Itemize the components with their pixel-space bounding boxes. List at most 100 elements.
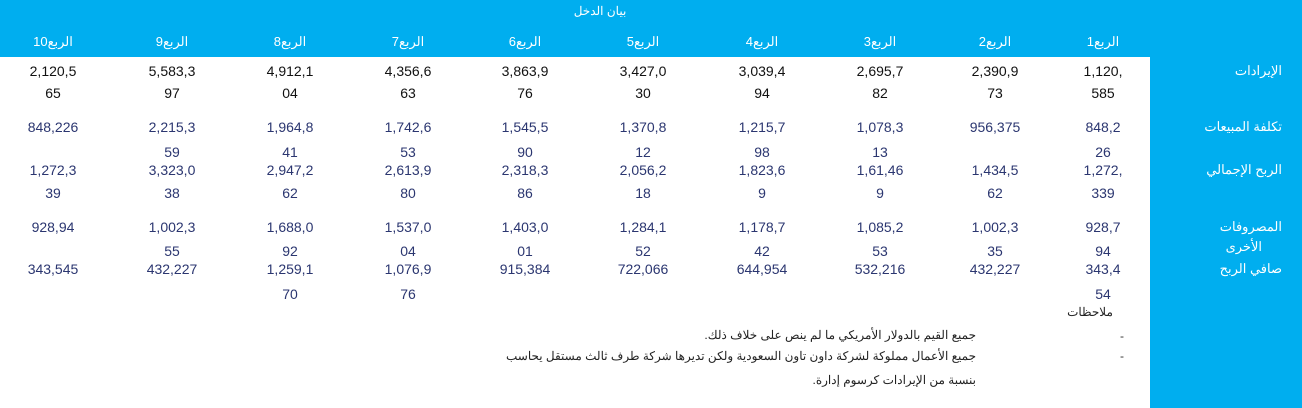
cell-value-line: 92 [282, 243, 298, 259]
cell-value-line: 76 [517, 85, 533, 101]
cell-value-line: 2,613,9 [384, 162, 432, 178]
cell-value-line: 1,215,7 [738, 119, 786, 135]
cell-value-line: 2,947,2 [266, 162, 314, 178]
header-band [0, 0, 1302, 57]
cell-value-line: 1,178,7 [738, 219, 786, 235]
note-bullet: - [1120, 349, 1124, 363]
cell-value-line: 1,002,3 [148, 219, 196, 235]
cell-value-line: 4,356,6 [384, 63, 432, 79]
cell-value-line: 956,375 [969, 119, 1021, 135]
cell-value-line: 35 [987, 243, 1003, 259]
cell-value-line: 2,695,7 [856, 63, 904, 79]
cell-value-line: 13 [872, 144, 888, 160]
cell-value-line: 2,215,3 [148, 119, 196, 135]
cell-value-line: 41 [282, 144, 298, 160]
cell-value-line: 3,323,0 [148, 162, 196, 178]
cell-value-line: 2,120,5 [29, 63, 77, 79]
cell-value-line: 1,120, [1083, 63, 1123, 79]
cell-value-line: 5,583,3 [148, 63, 196, 79]
quarter-header: الربع4 [745, 34, 779, 49]
cell-value-line: 38 [164, 185, 180, 201]
cell-value-line: 80 [400, 185, 416, 201]
cell-value-line: 1,085,2 [856, 219, 904, 235]
cell-value-line: 12 [635, 144, 651, 160]
quarter-header: الربع8 [273, 34, 307, 49]
note-item: جميع القيم بالدولار الأمريكي ما لم ينص ع… [704, 328, 976, 342]
cell-value-line: 98 [754, 144, 770, 160]
cell-value-line: 1,076,9 [384, 261, 432, 277]
cell-value-line: 343,545 [27, 261, 79, 277]
cell-value-line: 1,002,3 [971, 219, 1019, 235]
cell-value-line: 848,2 [1085, 119, 1121, 135]
cell-value-line: 343,4 [1085, 261, 1121, 277]
cell-value-line: 1,434,5 [971, 162, 1019, 178]
notes-label: ملاحظات [1067, 305, 1113, 319]
cell-value-line: 4,912,1 [266, 63, 314, 79]
cell-value-line: 432,227 [146, 261, 198, 277]
cell-value-line: 04 [282, 85, 298, 101]
row-label: الأخرى [1225, 239, 1262, 254]
cell-value-line: 30 [635, 85, 651, 101]
note-item: بنسبة من الإيرادات كرسوم إدارة. [812, 373, 976, 387]
cell-value-line: 1,61,46 [856, 162, 904, 178]
cell-value-line: 01 [517, 243, 533, 259]
statement-title: بيان الدخل [573, 4, 627, 18]
cell-value-line: 90 [517, 144, 533, 160]
cell-value-line: 1,688,0 [266, 219, 314, 235]
quarter-header: الربع9 [155, 34, 189, 49]
cell-value-line: 339 [1091, 185, 1115, 201]
quarter-header: الربع3 [863, 34, 897, 49]
cell-value-line: 70 [282, 286, 298, 302]
cell-value-line: 848,226 [27, 119, 79, 135]
cell-value-line: 55 [164, 243, 180, 259]
cell-value-line: 59 [164, 144, 180, 160]
cell-value-line: 63 [400, 85, 416, 101]
cell-value-line: 9 [758, 185, 766, 201]
cell-value-line: 73 [987, 85, 1003, 101]
cell-value-line: 585 [1091, 85, 1115, 101]
cell-value-line: 1,545,5 [501, 119, 549, 135]
cell-value-line: 26 [1095, 144, 1111, 160]
cell-value-line: 1,078,3 [856, 119, 904, 135]
cell-value-line: 82 [872, 85, 888, 101]
quarter-header: الربع2 [978, 34, 1012, 49]
row-label: المصروفات [1219, 219, 1282, 234]
cell-value-line: 2,318,3 [501, 162, 549, 178]
cell-value-line: 94 [1095, 243, 1111, 259]
quarter-header: الربع7 [391, 34, 425, 49]
cell-value-line: 1,964,8 [266, 119, 314, 135]
cell-value-line: 3,039,4 [738, 63, 786, 79]
cell-value-line: 97 [164, 85, 180, 101]
quarter-header: الربع5 [626, 34, 660, 49]
cell-value-line: 52 [635, 243, 651, 259]
cell-value-line: 915,384 [499, 261, 551, 277]
row-label: تكلفة المبيعات [1204, 119, 1282, 134]
cell-value-line: 54 [1095, 286, 1111, 302]
cell-value-line: 39 [45, 185, 61, 201]
cell-value-line: 53 [872, 243, 888, 259]
cell-value-line: 1,823,6 [738, 162, 786, 178]
cell-value-line: 1,259,1 [266, 261, 314, 277]
cell-value-line: 94 [754, 85, 770, 101]
cell-value-line: 1,284,1 [619, 219, 667, 235]
quarter-header: الربع6 [508, 34, 542, 49]
cell-value-line: 2,056,2 [619, 162, 667, 178]
cell-value-line: 532,216 [854, 261, 906, 277]
cell-value-line: 86 [517, 185, 533, 201]
cell-value-line: 722,066 [617, 261, 669, 277]
cell-value-line: 65 [45, 85, 61, 101]
cell-value-line: 18 [635, 185, 651, 201]
cell-value-line: 432,227 [969, 261, 1021, 277]
row-label: الإيرادات [1234, 63, 1282, 78]
cell-value-line: 76 [400, 286, 416, 302]
cell-value-line: 928,94 [31, 219, 75, 235]
row-label: صافي الربح [1219, 261, 1282, 276]
quarter-header: الربع10 [33, 34, 73, 49]
cell-value-line: 42 [754, 243, 770, 259]
note-item: جميع الأعمال مملوكة لشركة داون تاون السع… [505, 349, 976, 363]
cell-value-line: 3,863,9 [501, 63, 549, 79]
cell-value-line: 1,272,3 [29, 162, 77, 178]
cell-value-line: 62 [282, 185, 298, 201]
cell-value-line: 644,954 [736, 261, 788, 277]
cell-value-line: 1,403,0 [501, 219, 549, 235]
